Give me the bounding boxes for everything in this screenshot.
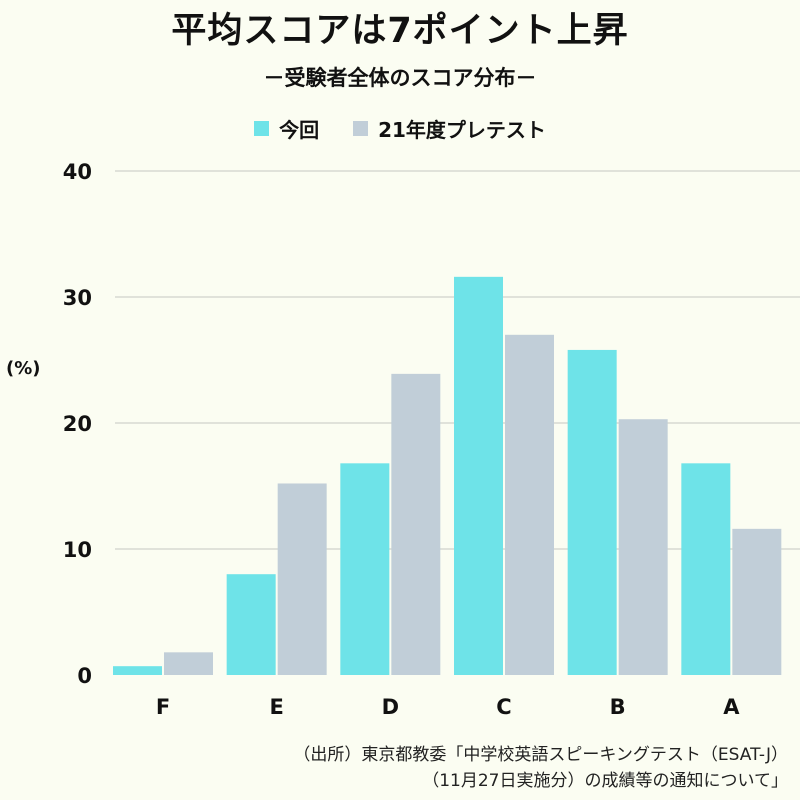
- source-line-2: （11月27日実施分）の成績等の通知について」: [422, 771, 788, 791]
- bar-pretest-B: [618, 419, 668, 675]
- bar-pretest-D: [391, 373, 441, 675]
- y-tick-label-30: 30: [63, 286, 92, 310]
- legend-swatch-pretest: [353, 121, 369, 136]
- chart-subtitle: －受験者全体のスコア分布－: [263, 66, 537, 90]
- bar-current-C: [454, 276, 503, 675]
- source-line-1: （出所）東京都教委「中学校英語スピーキングテスト（ESAT-J）: [293, 745, 788, 765]
- bar-pretest-A: [732, 528, 782, 675]
- y-tick-label-10: 10: [63, 538, 92, 562]
- bar-pretest-C: [505, 334, 554, 675]
- x-tick-label-B: B: [610, 695, 626, 719]
- legend-item-pretest: 21年度プレテスト: [353, 114, 546, 143]
- x-tick-label-E: E: [269, 695, 283, 719]
- legend-swatch-current: [254, 121, 270, 136]
- x-tick-label-A: A: [723, 695, 740, 719]
- bar-current-E: [226, 574, 276, 675]
- bar-current-B: [567, 349, 617, 675]
- bar-current-F: [113, 666, 162, 675]
- y-tick-label-40: 40: [63, 160, 92, 184]
- bar-pretest-E: [277, 483, 327, 675]
- legend-item-current: 今回: [254, 114, 319, 143]
- bar-current-A: [681, 463, 731, 675]
- chart-title: 平均スコアは7ポイント上昇: [171, 11, 629, 51]
- x-tick-label-C: C: [496, 695, 511, 719]
- legend-label-current: 今回: [279, 118, 320, 142]
- x-tick-label-D: D: [382, 695, 399, 719]
- bar-pretest-F: [164, 652, 213, 675]
- legend: 今回 21年度プレテスト: [0, 114, 800, 143]
- legend-label-pretest: 21年度プレテスト: [378, 118, 546, 142]
- source-note: （出所）東京都教委「中学校英語スピーキングテスト（ESAT-J） （11月27日…: [8, 742, 788, 794]
- y-axis-unit-label: (%): [6, 358, 41, 379]
- y-tick-label-0: 0: [77, 664, 92, 688]
- y-tick-label-20: 20: [63, 412, 92, 436]
- bar-current-D: [340, 463, 390, 675]
- x-tick-label-F: F: [156, 695, 170, 719]
